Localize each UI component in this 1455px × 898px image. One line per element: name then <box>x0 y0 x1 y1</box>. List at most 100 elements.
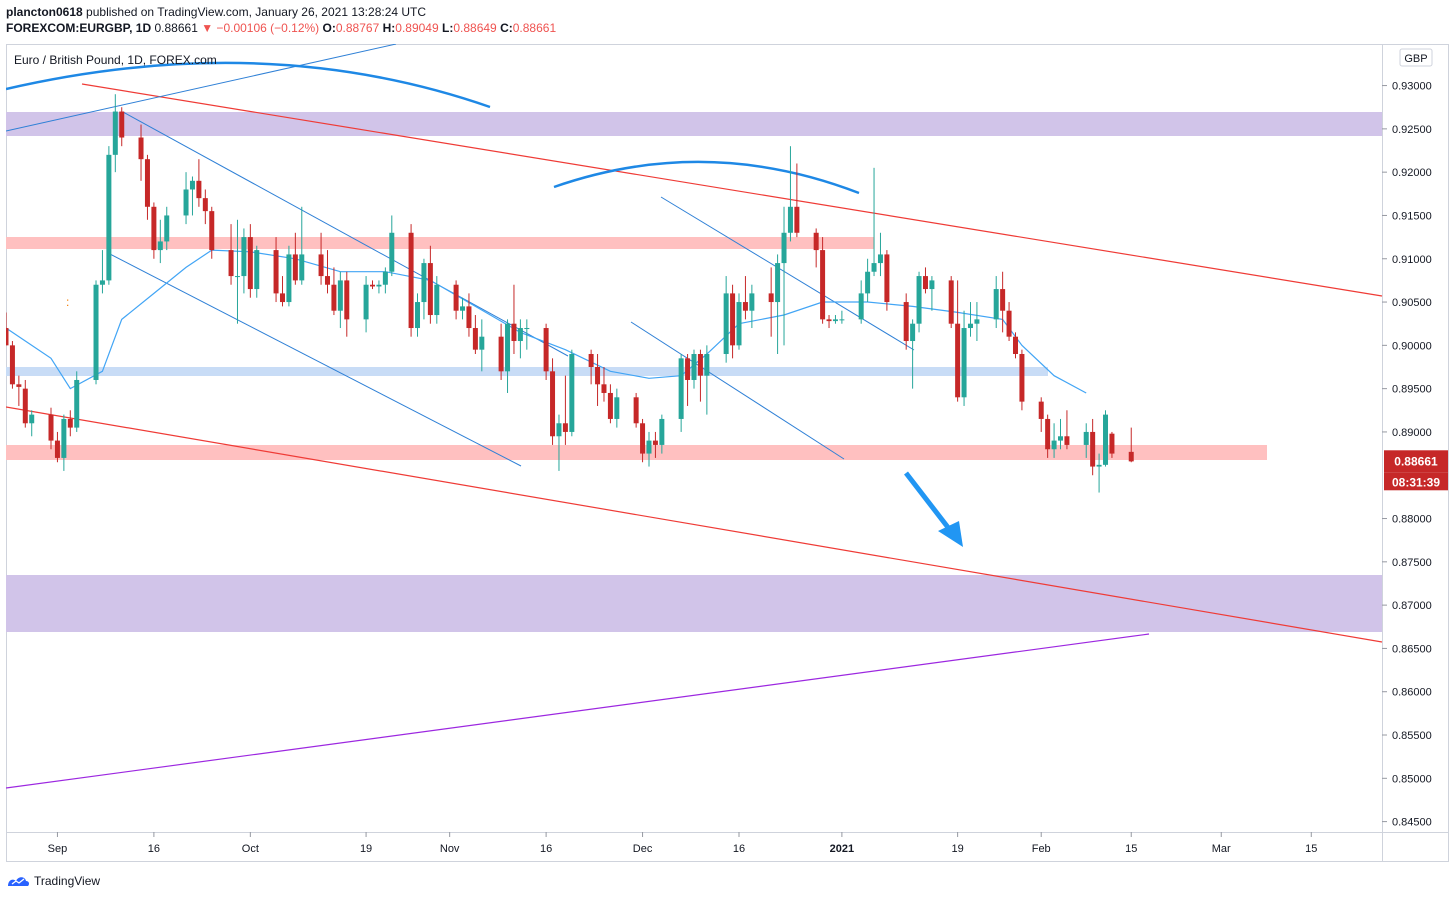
candle[interactable] <box>511 284 517 355</box>
candle[interactable] <box>22 379 28 428</box>
time-axis[interactable]: Sep 16 Oct 19 Nov 16 Dec 16 2021 19 Feb 15 Mar 15 <box>48 832 1318 855</box>
candle[interactable] <box>550 358 556 445</box>
candle[interactable] <box>607 384 613 424</box>
candle[interactable] <box>588 349 594 385</box>
candle[interactable] <box>562 375 568 445</box>
candle[interactable] <box>370 280 376 290</box>
candle[interactable] <box>659 414 665 454</box>
candle[interactable] <box>1006 302 1012 342</box>
candle[interactable] <box>74 371 80 432</box>
candle[interactable] <box>415 293 421 337</box>
channel2-upper-line[interactable] <box>660 196 915 351</box>
candle[interactable] <box>961 310 967 406</box>
candle[interactable] <box>543 323 549 380</box>
channel-upper-line[interactable] <box>122 111 569 357</box>
candle[interactable] <box>234 219 240 324</box>
candle[interactable] <box>286 245 292 307</box>
candle[interactable] <box>813 228 819 268</box>
candle[interactable] <box>189 176 195 216</box>
author-name[interactable]: plancton0618 <box>6 5 83 19</box>
candle[interactable] <box>967 302 973 337</box>
candle[interactable] <box>781 206 787 346</box>
price-axis[interactable]: 0.93000 0.92500 0.92000 0.91500 0.91000 0.905… <box>1382 81 1432 829</box>
candle[interactable] <box>614 388 620 428</box>
candle[interactable] <box>202 189 208 225</box>
price-chart[interactable]: : 0.930000.925000.920000.915000.910000.9… <box>6 44 1449 862</box>
candle[interactable] <box>1096 453 1102 493</box>
candle[interactable] <box>1109 431 1115 458</box>
candle[interactable] <box>299 206 305 285</box>
candle[interactable] <box>151 202 157 259</box>
candle[interactable] <box>871 167 877 277</box>
candle[interactable] <box>209 206 215 259</box>
candle[interactable] <box>768 267 774 337</box>
candle[interactable] <box>569 349 575 437</box>
candle[interactable] <box>1000 271 1006 333</box>
candle[interactable] <box>646 431 652 467</box>
upper-trendline[interactable] <box>81 83 1383 297</box>
candle[interactable] <box>640 418 646 463</box>
candle[interactable] <box>1045 414 1051 458</box>
candle[interactable] <box>517 319 523 359</box>
candle[interactable] <box>749 284 755 329</box>
candle[interactable] <box>974 302 980 342</box>
candle[interactable] <box>910 319 916 389</box>
candle[interactable] <box>273 237 279 303</box>
candle[interactable] <box>119 107 125 147</box>
candle[interactable] <box>389 215 395 277</box>
candle[interactable] <box>556 414 562 471</box>
candle[interactable] <box>48 407 54 450</box>
chart-frame[interactable]: : 0.93000 0.92500 0.92000 0.91500 0.91000 0.9… <box>6 44 1449 862</box>
candle[interactable] <box>1012 332 1018 359</box>
resistance-zone-red[interactable] <box>6 237 874 249</box>
arrow-shaft[interactable] <box>904 471 952 532</box>
candle[interactable] <box>434 276 440 324</box>
candle[interactable] <box>183 172 189 225</box>
currency-badge[interactable]: GBP <box>1399 48 1433 67</box>
support-zone-red[interactable] <box>6 445 1267 460</box>
candle[interactable] <box>884 250 890 311</box>
candle[interactable] <box>408 224 414 337</box>
candle[interactable] <box>955 280 961 402</box>
candle[interactable] <box>697 349 703 402</box>
candle[interactable] <box>652 431 658 458</box>
candle[interactable] <box>376 280 382 294</box>
candle[interactable] <box>685 354 691 406</box>
candle[interactable] <box>742 276 748 320</box>
candle[interactable] <box>832 315 838 324</box>
supply-zone-upper[interactable] <box>6 112 1382 136</box>
candle[interactable] <box>93 280 99 385</box>
candle[interactable] <box>858 280 864 324</box>
channel2-lower-line[interactable] <box>630 321 845 460</box>
channel-lower-line[interactable] <box>107 252 522 467</box>
candle[interactable] <box>1019 349 1025 411</box>
candle[interactable] <box>318 232 324 285</box>
candle[interactable] <box>337 271 343 329</box>
candle[interactable] <box>466 293 472 337</box>
candle[interactable] <box>922 267 928 294</box>
candle[interactable] <box>678 354 684 432</box>
candle[interactable] <box>106 146 112 285</box>
candle[interactable] <box>704 345 710 415</box>
support-zone-blue[interactable] <box>6 367 1048 376</box>
candle[interactable] <box>601 366 607 402</box>
candle[interactable] <box>498 323 504 380</box>
candle[interactable] <box>16 375 22 406</box>
candle[interactable] <box>993 276 999 329</box>
candle[interactable] <box>1128 427 1134 463</box>
candle[interactable] <box>6 312 9 346</box>
candle[interactable] <box>427 245 433 324</box>
arc-top-middle[interactable] <box>553 160 860 195</box>
candle[interactable] <box>1064 410 1070 450</box>
candle[interactable] <box>595 354 601 406</box>
candle[interactable] <box>826 315 832 329</box>
candle[interactable] <box>787 146 793 242</box>
candle[interactable] <box>1083 423 1089 458</box>
purple-trendline[interactable] <box>6 633 1150 789</box>
candle[interactable] <box>730 284 736 359</box>
candle[interactable] <box>948 276 954 329</box>
candle[interactable] <box>331 267 337 316</box>
candle[interactable] <box>916 271 922 333</box>
candle[interactable] <box>228 224 234 285</box>
candle[interactable] <box>775 254 781 355</box>
